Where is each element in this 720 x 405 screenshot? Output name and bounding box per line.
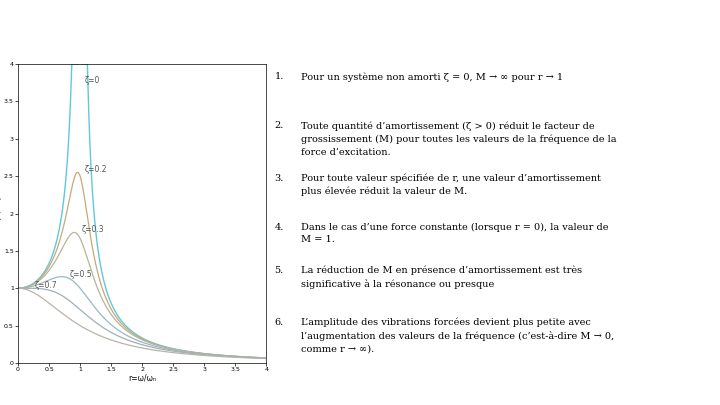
Y-axis label: M=(X/δₛₜ): M=(X/δₛₜ)	[0, 195, 3, 232]
Text: La réduction de M en présence d’amortissement est très
significative à la résona: La réduction de M en présence d’amortiss…	[301, 266, 582, 289]
Text: ζ=0.7: ζ=0.7	[35, 281, 57, 290]
Text: ζ=0.5: ζ=0.5	[69, 270, 92, 279]
Text: 6.: 6.	[274, 318, 284, 327]
Text: Solution de l’équation différentielle: Solution de l’équation différentielle	[11, 23, 307, 38]
Text: Pour toute valeur spécifiée de r, une valeur d’amortissement
plus élevée réduit : Pour toute valeur spécifiée de r, une va…	[301, 174, 601, 196]
Text: http://ch-rahmoune.univ-boumerdes.dz/: http://ch-rahmoune.univ-boumerdes.dz/	[19, 381, 251, 391]
Text: 5.: 5.	[274, 266, 284, 275]
Text: ζ=0: ζ=0	[85, 76, 101, 85]
Text: Vibrations Mécaniques – Dr Rahmoue Chemseddine: Vibrations Mécaniques – Dr Rahmoue Chems…	[351, 381, 639, 391]
X-axis label: r=ω/ωₙ: r=ω/ωₙ	[128, 373, 156, 382]
Text: 3.: 3.	[274, 174, 284, 183]
Text: Facteur de grossissement (M): Facteur de grossissement (M)	[372, 23, 618, 37]
Text: ζ=0.3: ζ=0.3	[81, 226, 104, 234]
Text: Pour un système non amorti ζ = 0, M → ∞ pour r → 1: Pour un système non amorti ζ = 0, M → ∞ …	[301, 72, 563, 82]
Text: L’amplitude des vibrations forcées devient plus petite avec
l’augmentation des v: L’amplitude des vibrations forcées devie…	[301, 318, 614, 354]
Text: ζ=0.2: ζ=0.2	[85, 165, 107, 174]
Text: 4.: 4.	[274, 223, 284, 232]
Text: Dans le cas d’une force constante (lorsque r = 0), la valeur de
M = 1.: Dans le cas d’une force constante (lorsq…	[301, 223, 608, 244]
Text: Toute quantité d’amortissement (ζ > 0) réduit le facteur de
grossissement (M) po: Toute quantité d’amortissement (ζ > 0) r…	[301, 122, 616, 157]
Text: 2.: 2.	[274, 122, 284, 130]
Text: 1.: 1.	[274, 72, 284, 81]
